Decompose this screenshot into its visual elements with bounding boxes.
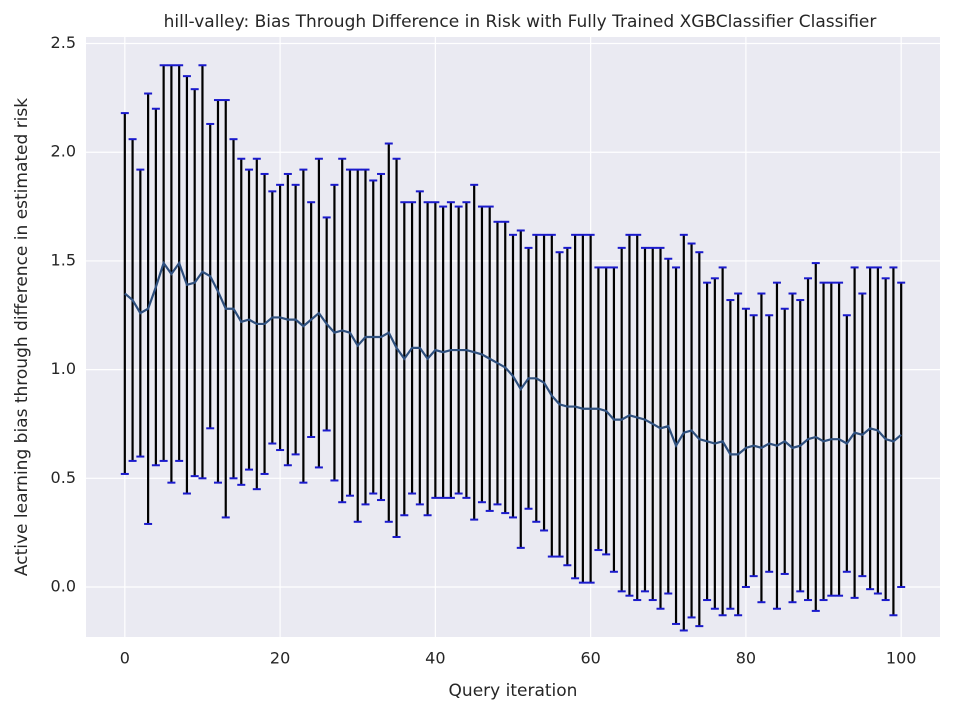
- y-tick-label: 1.5: [51, 250, 76, 269]
- y-tick-label: 1.0: [51, 359, 76, 378]
- mean-line: [124, 260, 902, 456]
- chart-title: hill-valley: Bias Through Difference in …: [164, 12, 877, 32]
- y-tick-label: 0.5: [51, 468, 76, 487]
- x-tick-label: 0: [120, 649, 130, 668]
- y-tick-label: 0.0: [51, 577, 76, 596]
- x-axis-label: Query iteration: [449, 681, 578, 701]
- y-tick-label: 2.5: [51, 33, 76, 52]
- y-tick-label: 2.0: [51, 142, 76, 161]
- y-axis-label: Active learning bias through difference …: [12, 98, 32, 576]
- x-tick-label: 80: [736, 649, 756, 668]
- x-tick-label: 40: [425, 649, 445, 668]
- x-tick-label: 60: [580, 649, 600, 668]
- x-tick-label: 20: [270, 649, 290, 668]
- x-tick-label: 100: [886, 649, 917, 668]
